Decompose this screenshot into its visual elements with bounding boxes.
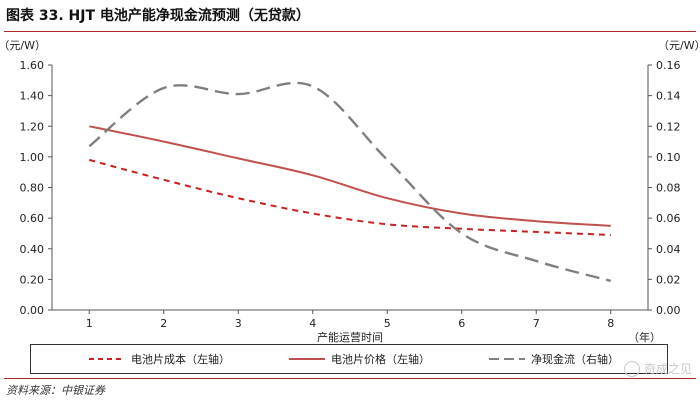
- series-line-price: [89, 125, 611, 227]
- legend-swatch-cashflow: [489, 358, 525, 360]
- legend-label-cost: 电池片成本（左轴）: [131, 353, 230, 366]
- x-tick-label: 8: [607, 317, 614, 330]
- x-tick-label: 6: [458, 317, 465, 330]
- wechat-icon: [623, 360, 640, 377]
- right-axis-unit: （元/W）: [658, 39, 700, 52]
- left-tick-label: 0.40: [20, 243, 45, 256]
- left-tick-label: 1.20: [20, 120, 45, 133]
- title-divider: [4, 31, 696, 32]
- x-axis-unit: （年）: [628, 330, 661, 344]
- right-tick-label: 0.06: [656, 212, 681, 225]
- left-tick-label: 0.00: [20, 304, 45, 317]
- right-tick-label: 0.02: [656, 273, 681, 286]
- right-tick-label: 0.12: [656, 120, 681, 133]
- x-tick-label: 3: [235, 317, 242, 330]
- chart-legend: 电池片成本（左轴） 电池片价格（左轴） 净现金流（右轴）: [30, 344, 668, 374]
- chart-title: 图表 33. HJT 电池产能净现金流预测（无贷款）: [6, 8, 310, 24]
- left-tick-label: 1.40: [20, 90, 45, 103]
- x-tick-label: 7: [533, 317, 540, 330]
- right-tick-label: 0.14: [656, 90, 681, 103]
- chart-axes: 0.00 0.20 0.40 0.60 0.80 1.00 1.20 1.40 1.60 0.00…: [0, 39, 700, 344]
- legend-item-cost: 电池片成本（左轴）: [89, 345, 230, 373]
- line-chart: 0.00 0.20 0.40 0.60 0.80 1.00 1.20 1.40 1.60 0.00…: [0, 39, 700, 344]
- legend-item-cashflow: 净现金流（右轴）: [489, 345, 619, 373]
- right-tick-label: 0.00: [656, 304, 681, 317]
- series-line-cashflow: [88, 81, 612, 283]
- left-tick-label: 1.60: [20, 59, 45, 72]
- x-tick-label: 5: [384, 317, 391, 330]
- legend-label-cashflow: 净现金流（右轴）: [531, 353, 619, 366]
- x-tick-label: 2: [160, 317, 167, 330]
- legend-label-price: 电池片价格（左轴）: [331, 353, 430, 366]
- x-axis-label: 产能运营时间: [317, 330, 383, 344]
- series-layer: [88, 81, 612, 283]
- footer-divider: [4, 378, 696, 379]
- left-axis-unit: （元/W）: [0, 39, 46, 52]
- left-tick-label: 0.20: [20, 273, 45, 286]
- x-tick-label: 1: [86, 317, 93, 330]
- left-tick-label: 0.60: [20, 212, 45, 225]
- right-tick-label: 0.04: [656, 243, 681, 256]
- legend-swatch-cost: [89, 358, 125, 360]
- x-tick-label: 4: [309, 317, 316, 330]
- left-tick-label: 0.80: [20, 182, 45, 195]
- right-tick-label: 0.16: [656, 59, 681, 72]
- watermark-text: 奇成之见: [643, 362, 692, 376]
- source-note: 资料来源：中银证券: [6, 384, 105, 397]
- left-tick-label: 1.00: [20, 151, 45, 164]
- legend-item-price: 电池片价格（左轴）: [289, 345, 430, 373]
- right-tick-label: 0.08: [656, 182, 681, 195]
- right-tick-label: 0.10: [656, 151, 681, 164]
- series-line-cost: [89, 158, 611, 236]
- legend-swatch-price: [289, 358, 325, 360]
- watermark: 奇成之见: [623, 360, 692, 377]
